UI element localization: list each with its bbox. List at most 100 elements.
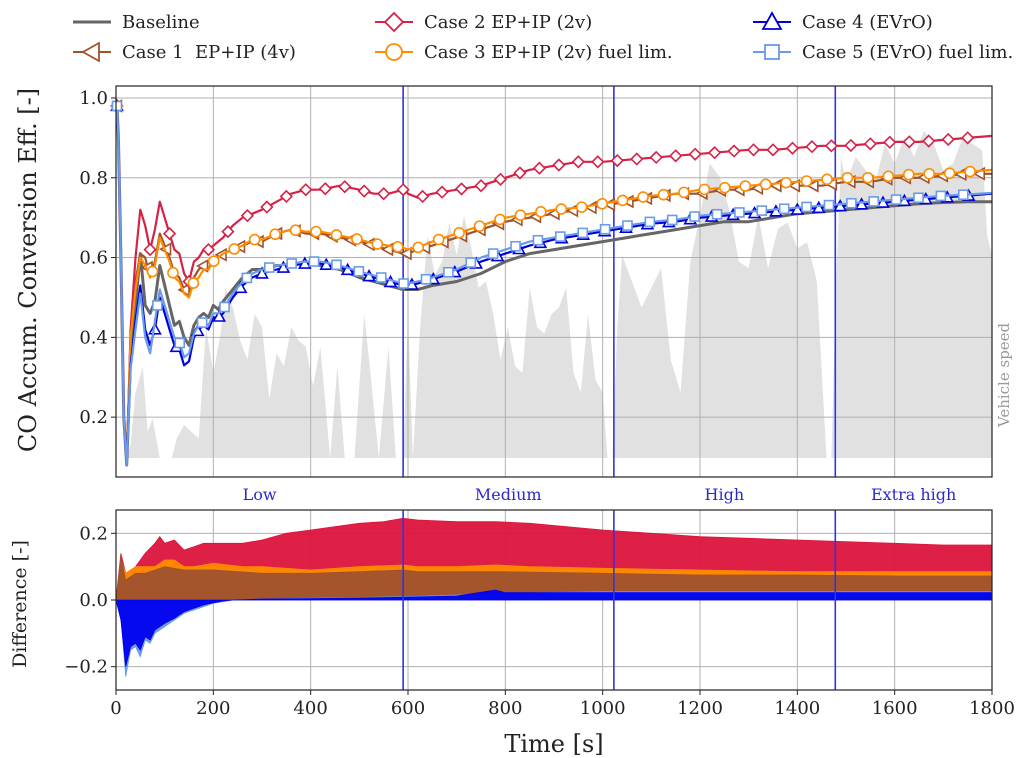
data-point: [228, 243, 241, 255]
data-point: [868, 196, 880, 207]
data-point: [196, 317, 208, 328]
vehicle-speed-label: Vehicle speed: [995, 322, 1013, 428]
data-point: [591, 155, 605, 169]
data-point: [806, 178, 819, 193]
series-2: [110, 99, 993, 467]
bottom-panel: −0.2 0.0 0.2 0 200 400 600 800 1000 1200 1400 1600 1…: [9, 509, 1015, 758]
legend-item: Case 3 EP+IP (2v) fuel lim.: [375, 42, 673, 63]
data-point: [688, 147, 702, 161]
data-point: [854, 197, 869, 210]
data-point: [883, 135, 897, 149]
data-point: [616, 194, 629, 207]
data-point: [678, 186, 690, 199]
data-point: [187, 277, 200, 289]
legend: Baseline Case 1 EP+IP (4v) Case 2 EP+IP (2…: [73, 11, 1013, 63]
legend-item: Case 2 EP+IP (2v): [375, 11, 592, 33]
legend-marker: [764, 44, 780, 60]
data-point: [269, 228, 281, 241]
data-point: [964, 165, 976, 178]
data-point: [876, 195, 890, 208]
data-point: [152, 300, 163, 311]
y-tick-label: 0.8: [79, 168, 108, 189]
data-point: [435, 185, 449, 199]
data-point: [833, 199, 848, 212]
legend-marker: [81, 41, 100, 63]
data-point: [649, 150, 663, 165]
series-5: [111, 100, 993, 467]
data-point: [698, 183, 711, 196]
data-point: [637, 191, 649, 203]
data-point: [778, 203, 790, 215]
data-point: [532, 161, 547, 175]
data-point: [666, 214, 678, 226]
data-point: [473, 220, 486, 232]
data-point: [941, 132, 955, 147]
data-point: [863, 137, 877, 151]
data-point: [890, 194, 902, 205]
phase-label: Extra high: [871, 485, 956, 504]
data-point: [263, 262, 275, 273]
phase-label: High: [705, 485, 745, 504]
x-tick-label: 800: [488, 698, 522, 719]
data-point: [412, 241, 425, 254]
x-tick-label: 200: [196, 698, 230, 719]
data-point: [357, 184, 371, 198]
legend-label: Case 1 EP+IP (4v): [122, 42, 296, 63]
data-point: [174, 337, 186, 349]
legend-label: Case 2 EP+IP (2v): [424, 12, 592, 33]
x-tick-label: 1200: [677, 698, 723, 719]
data-point: [800, 175, 813, 187]
data-point: [630, 152, 644, 166]
top-panel: 0.2 0.4 0.6 0.8 1.0 CO Accum. Conversion Eff…: [14, 85, 1013, 504]
data-point: [299, 183, 313, 197]
data-point: [255, 266, 269, 279]
data-point: [756, 205, 768, 216]
legend-marker: [761, 11, 783, 30]
data-point: [759, 178, 772, 191]
data-point: [785, 141, 800, 155]
difference-area-2: [115, 556, 993, 601]
top-y-ticks: 0.2 0.4 0.6 0.8 1.0: [79, 88, 116, 428]
data-point: [260, 200, 274, 214]
data-point: [248, 233, 261, 246]
data-point: [398, 278, 409, 289]
top-series: [109, 98, 993, 467]
data-point: [487, 248, 499, 259]
data-point: [474, 179, 488, 193]
phase-labels: Low Medium High Extra high: [243, 485, 957, 504]
top-y-axis-label: CO Accum. Conversion Eff. [-]: [14, 88, 42, 452]
bottom-phase-boundaries: [402, 510, 837, 690]
data-point: [821, 173, 833, 186]
data-point: [377, 187, 391, 201]
data-point: [766, 143, 780, 157]
data-point: [935, 190, 947, 202]
data-point: [571, 155, 585, 169]
data-point: [707, 145, 722, 160]
x-tick-label: 400: [293, 698, 327, 719]
data-point: [276, 260, 291, 273]
data-point: [844, 138, 858, 153]
bottom-y-axis-label: Difference [-]: [9, 540, 31, 668]
data-point: [552, 158, 566, 172]
phase-label: Low: [243, 485, 277, 504]
x-axis-label: Time [s]: [504, 730, 603, 758]
data-point: [577, 227, 589, 239]
y-tick-label: 0.4: [79, 327, 108, 348]
difference-area-4: [115, 589, 993, 667]
data-point: [902, 135, 916, 149]
x-tick-label: 1600: [872, 698, 918, 719]
y-tick-label: 1.0: [79, 88, 108, 109]
data-point: [846, 197, 857, 209]
data-point: [862, 171, 874, 184]
legend-marker: [383, 11, 405, 33]
data-point: [957, 189, 969, 201]
y-tick-label: 0.2: [79, 523, 108, 544]
data-point: [443, 266, 454, 278]
data-point: [375, 272, 387, 283]
series-markers: [111, 100, 976, 289]
data-point: [823, 199, 835, 211]
bottom-ticks: −0.2 0.0 0.2 0 200 400 600 800 1000 1200 1400 1600 1…: [64, 523, 1015, 719]
difference-areas: [115, 517, 993, 677]
x-tick-label: 0: [110, 698, 121, 719]
